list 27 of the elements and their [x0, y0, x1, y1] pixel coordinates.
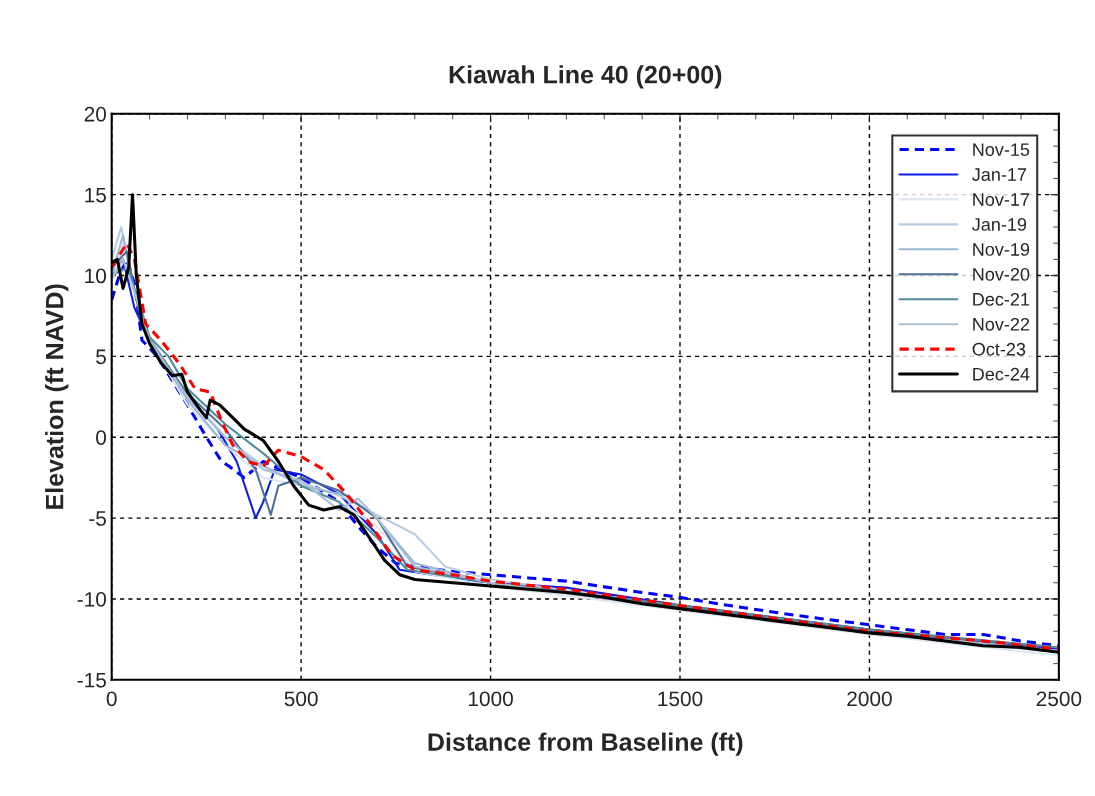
legend-label: Nov-17 [973, 193, 1030, 206]
legend-label: Jan-19 [972, 218, 1027, 231]
x-tick-label: 1500 [658, 691, 703, 707]
x-tick-label: 500 [284, 691, 318, 707]
legend-label: Nov-19 [973, 243, 1030, 256]
y-tick-label: 0 [96, 430, 107, 445]
x-axis-title: Distance from Baseline (ft) [428, 732, 743, 756]
legend-label: Dec-24 [973, 367, 1030, 381]
x-tick-label: 1000 [468, 691, 513, 707]
x-tick-label: 0 [106, 691, 117, 707]
y-tick-label: -10 [77, 591, 107, 607]
legend-label: Jan-17 [972, 168, 1027, 181]
y-axis-title: Elevation (ft NAVD) [45, 284, 69, 509]
legend-label: Nov-20 [973, 267, 1030, 281]
y-tick-label: -5 [89, 511, 106, 526]
legend-label: Nov-22 [973, 317, 1030, 331]
y-tick-label: 10 [85, 268, 107, 284]
x-tick-label: 2500 [1036, 691, 1082, 707]
legend-label: Dec-21 [973, 292, 1030, 306]
y-tick-label: 5 [96, 349, 106, 365]
y-tick-label: 20 [84, 106, 107, 122]
x-tick-label: 2000 [847, 691, 892, 707]
chart-title: Kiawah Line 40 (20+00) [449, 65, 722, 89]
y-tick-label: -15 [77, 673, 106, 688]
y-tick-label: 15 [85, 187, 106, 203]
legend-label: Oct-23 [972, 342, 1026, 356]
legend-label: Nov-15 [973, 143, 1030, 156]
